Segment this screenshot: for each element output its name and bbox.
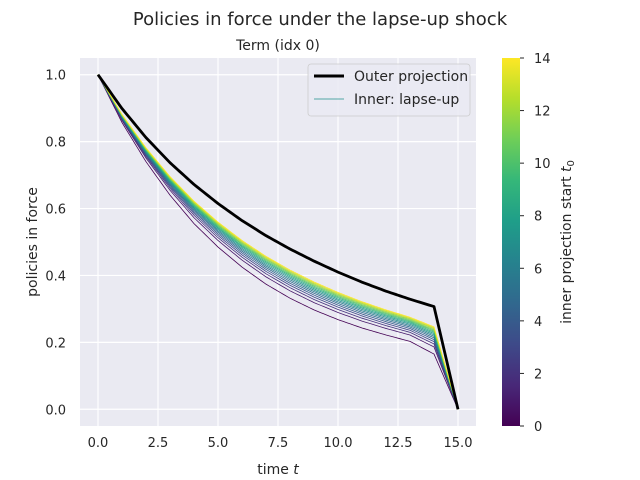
inner-line (97, 74, 459, 410)
inner-line (97, 74, 459, 410)
legend-label-outer: Outer projection (354, 69, 468, 85)
inner-line (97, 74, 459, 410)
legend-box (307, 63, 471, 117)
x-tick-label: 15.0 (444, 436, 473, 451)
chart-subtitle: Term (idx 0) (235, 38, 320, 54)
x-tick-label: 0.0 (88, 436, 109, 451)
inner-line (97, 74, 459, 410)
x-axis-label: time t (257, 462, 299, 478)
inner-line (97, 74, 459, 410)
x-tick-label: 10.0 (324, 436, 353, 451)
colorbar-tick-label: 14 (534, 52, 551, 67)
inner-line (97, 74, 459, 410)
y-tick-labels: 0.0 0.2 0.4 0.6 0.8 1.0 (45, 69, 66, 419)
colorbar-tick-label: 8 (534, 210, 542, 225)
legend-label-inner: Inner: lapse-up (354, 92, 459, 108)
inner-line (97, 74, 459, 410)
outer-projection-line (96, 73, 460, 410)
y-axis-label: policies in force (25, 187, 41, 297)
y-tick-label: 0.4 (45, 269, 66, 284)
colorbar-tick-label: 4 (534, 315, 542, 330)
colorbar-gradient (502, 58, 520, 426)
x-tick-label: 7.5 (268, 436, 289, 451)
inner-line (97, 74, 459, 410)
y-tick-label: 0.8 (45, 136, 66, 151)
inner-line (97, 74, 459, 410)
y-tick-label: 1.0 (45, 69, 66, 84)
x-tick-label: 2.5 (148, 436, 169, 451)
y-tick-label: 0.0 (45, 403, 66, 418)
x-tick-label: 5.0 (208, 436, 229, 451)
colorbar-tick-label: 12 (534, 105, 551, 120)
x-tick-label: 12.5 (384, 436, 413, 451)
inner-lines (97, 74, 459, 410)
colorbar: 0 2 4 6 8 10 12 14 inner projection start t0 (502, 52, 577, 435)
inner-line (97, 74, 459, 410)
y-tick-label: 0.6 (45, 203, 66, 218)
colorbar-tick-label: 10 (534, 157, 551, 172)
chart-title: Policies in force under the lapse-up sho… (133, 9, 508, 30)
colorbar-tick-label: 0 (534, 420, 542, 435)
colorbar-tick-label: 6 (534, 262, 542, 277)
colorbar-label: inner projection start t0 (559, 160, 577, 324)
y-tick-label: 0.2 (45, 336, 66, 351)
legend: Outer projection Inner: lapse-up (307, 63, 471, 117)
grid-lines (80, 58, 476, 426)
colorbar-tick-label: 2 (534, 367, 542, 382)
colorbar-ticks: 0 2 4 6 8 10 12 14 (520, 52, 551, 435)
outer-line-group (96, 73, 460, 410)
inner-line (97, 74, 459, 410)
inner-line (97, 74, 459, 410)
x-tick-labels: 0.0 2.5 5.0 7.5 10.0 12.5 15.0 (88, 436, 473, 451)
